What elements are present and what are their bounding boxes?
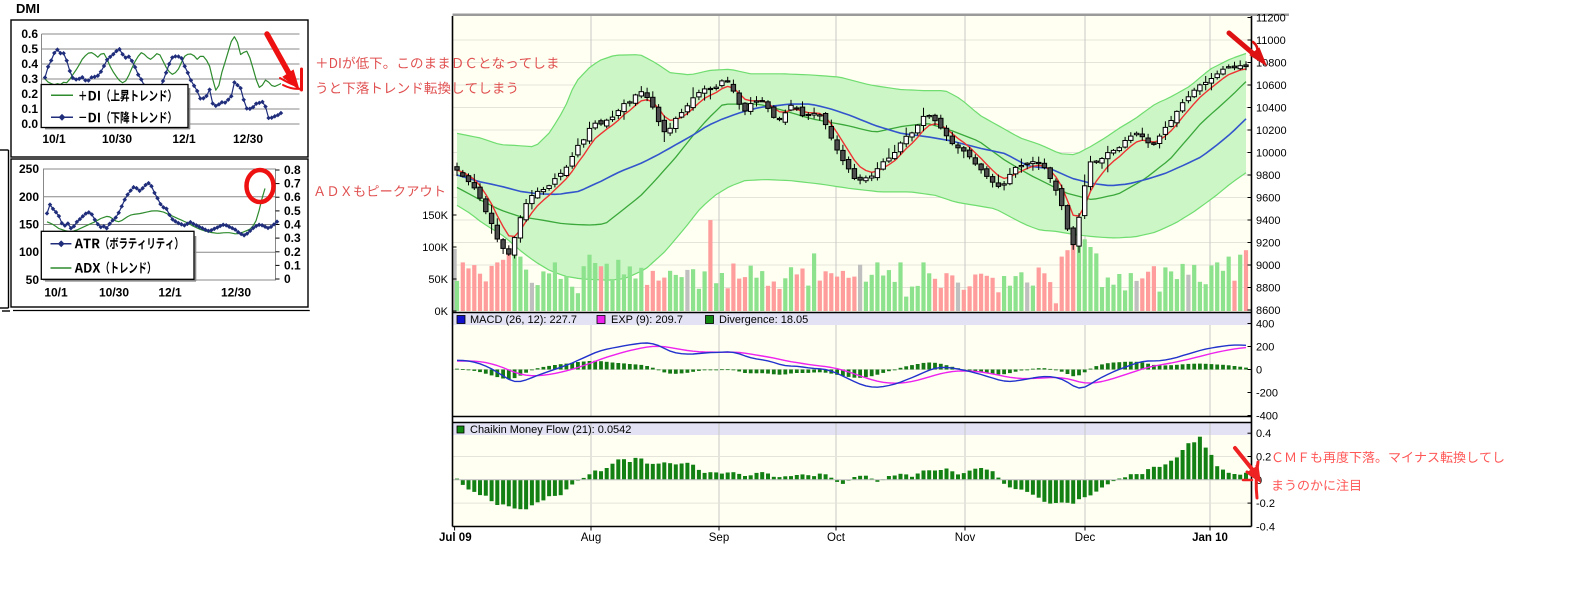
- svg-text:9400: 9400: [1256, 215, 1280, 227]
- svg-text:8800: 8800: [1256, 283, 1280, 295]
- svg-text:0.2: 0.2: [1256, 452, 1271, 464]
- svg-text:0.4: 0.4: [1256, 428, 1271, 440]
- svg-text:10/30: 10/30: [99, 286, 129, 300]
- svg-text:0.3: 0.3: [21, 72, 38, 86]
- svg-text:12/30: 12/30: [233, 132, 263, 146]
- svg-text:200: 200: [19, 190, 39, 204]
- svg-text:MACD (26, 12): 227.7: MACD (26, 12): 227.7: [470, 314, 577, 326]
- svg-text:-0.2: -0.2: [1256, 498, 1275, 510]
- svg-text:100K: 100K: [422, 242, 448, 254]
- svg-text:11200: 11200: [1256, 13, 1286, 25]
- svg-text:0.6: 0.6: [21, 27, 38, 41]
- svg-text:10/30: 10/30: [102, 132, 132, 146]
- svg-text:8600: 8600: [1256, 305, 1280, 317]
- svg-text:0.3: 0.3: [284, 231, 301, 245]
- svg-text:9800: 9800: [1256, 170, 1280, 182]
- svg-text:EXP (9): 209.7: EXP (9): 209.7: [611, 314, 683, 326]
- svg-text:0K: 0K: [435, 306, 449, 318]
- svg-text:0.5: 0.5: [284, 204, 301, 218]
- svg-text:0.8: 0.8: [284, 163, 301, 177]
- svg-text:0.1: 0.1: [284, 258, 301, 272]
- svg-text:12/30: 12/30: [221, 286, 251, 300]
- svg-text:0.4: 0.4: [284, 218, 301, 232]
- svg-text:250: 250: [19, 162, 39, 176]
- svg-text:Aug: Aug: [581, 532, 601, 544]
- svg-text:Oct: Oct: [827, 532, 846, 544]
- svg-text:Nov: Nov: [955, 532, 976, 544]
- svg-text:10/1: 10/1: [44, 286, 68, 300]
- svg-text:DMI: DMI: [16, 1, 40, 16]
- svg-text:9600: 9600: [1256, 193, 1280, 205]
- svg-text:0.4: 0.4: [21, 57, 38, 71]
- svg-text:50: 50: [26, 273, 40, 287]
- svg-text:10/1: 10/1: [42, 132, 66, 146]
- svg-text:0: 0: [1256, 365, 1262, 377]
- svg-text:Divergence: 18.05: Divergence: 18.05: [719, 314, 808, 326]
- svg-text:-200: -200: [1256, 388, 1278, 400]
- svg-text:9000: 9000: [1256, 260, 1280, 272]
- svg-text:0.1: 0.1: [21, 102, 38, 116]
- svg-text:-0.4: -0.4: [1256, 521, 1275, 533]
- svg-text:0: 0: [284, 272, 291, 286]
- svg-text:12/1: 12/1: [172, 132, 196, 146]
- svg-text:150: 150: [19, 218, 39, 232]
- svg-text:Jan 10: Jan 10: [1192, 532, 1228, 544]
- svg-text:10600: 10600: [1256, 80, 1287, 92]
- svg-text:9200: 9200: [1256, 238, 1280, 250]
- svg-text:10400: 10400: [1256, 103, 1287, 115]
- svg-text:Sep: Sep: [709, 532, 729, 544]
- svg-text:Chaikin Money Flow (21): 0.054: Chaikin Money Flow (21): 0.0542: [470, 424, 631, 436]
- svg-text:10200: 10200: [1256, 125, 1287, 137]
- svg-text:Dec: Dec: [1075, 532, 1096, 544]
- svg-text:0.2: 0.2: [284, 245, 301, 259]
- svg-text:100: 100: [19, 245, 39, 259]
- svg-text:200: 200: [1256, 342, 1274, 354]
- svg-text:Jul 09: Jul 09: [439, 532, 472, 544]
- svg-text:50K: 50K: [428, 274, 448, 286]
- svg-text:0.6: 0.6: [284, 190, 301, 204]
- svg-text:400: 400: [1256, 319, 1274, 331]
- svg-text:11000: 11000: [1256, 35, 1286, 47]
- svg-text:150K: 150K: [422, 210, 448, 222]
- svg-text:10000: 10000: [1256, 148, 1287, 160]
- svg-text:0.0: 0.0: [21, 117, 38, 131]
- svg-text:0.2: 0.2: [21, 87, 38, 101]
- svg-text:12/1: 12/1: [158, 286, 182, 300]
- svg-text:0.7: 0.7: [284, 177, 301, 191]
- svg-text:-400: -400: [1256, 411, 1278, 423]
- svg-text:0.5: 0.5: [21, 42, 38, 56]
